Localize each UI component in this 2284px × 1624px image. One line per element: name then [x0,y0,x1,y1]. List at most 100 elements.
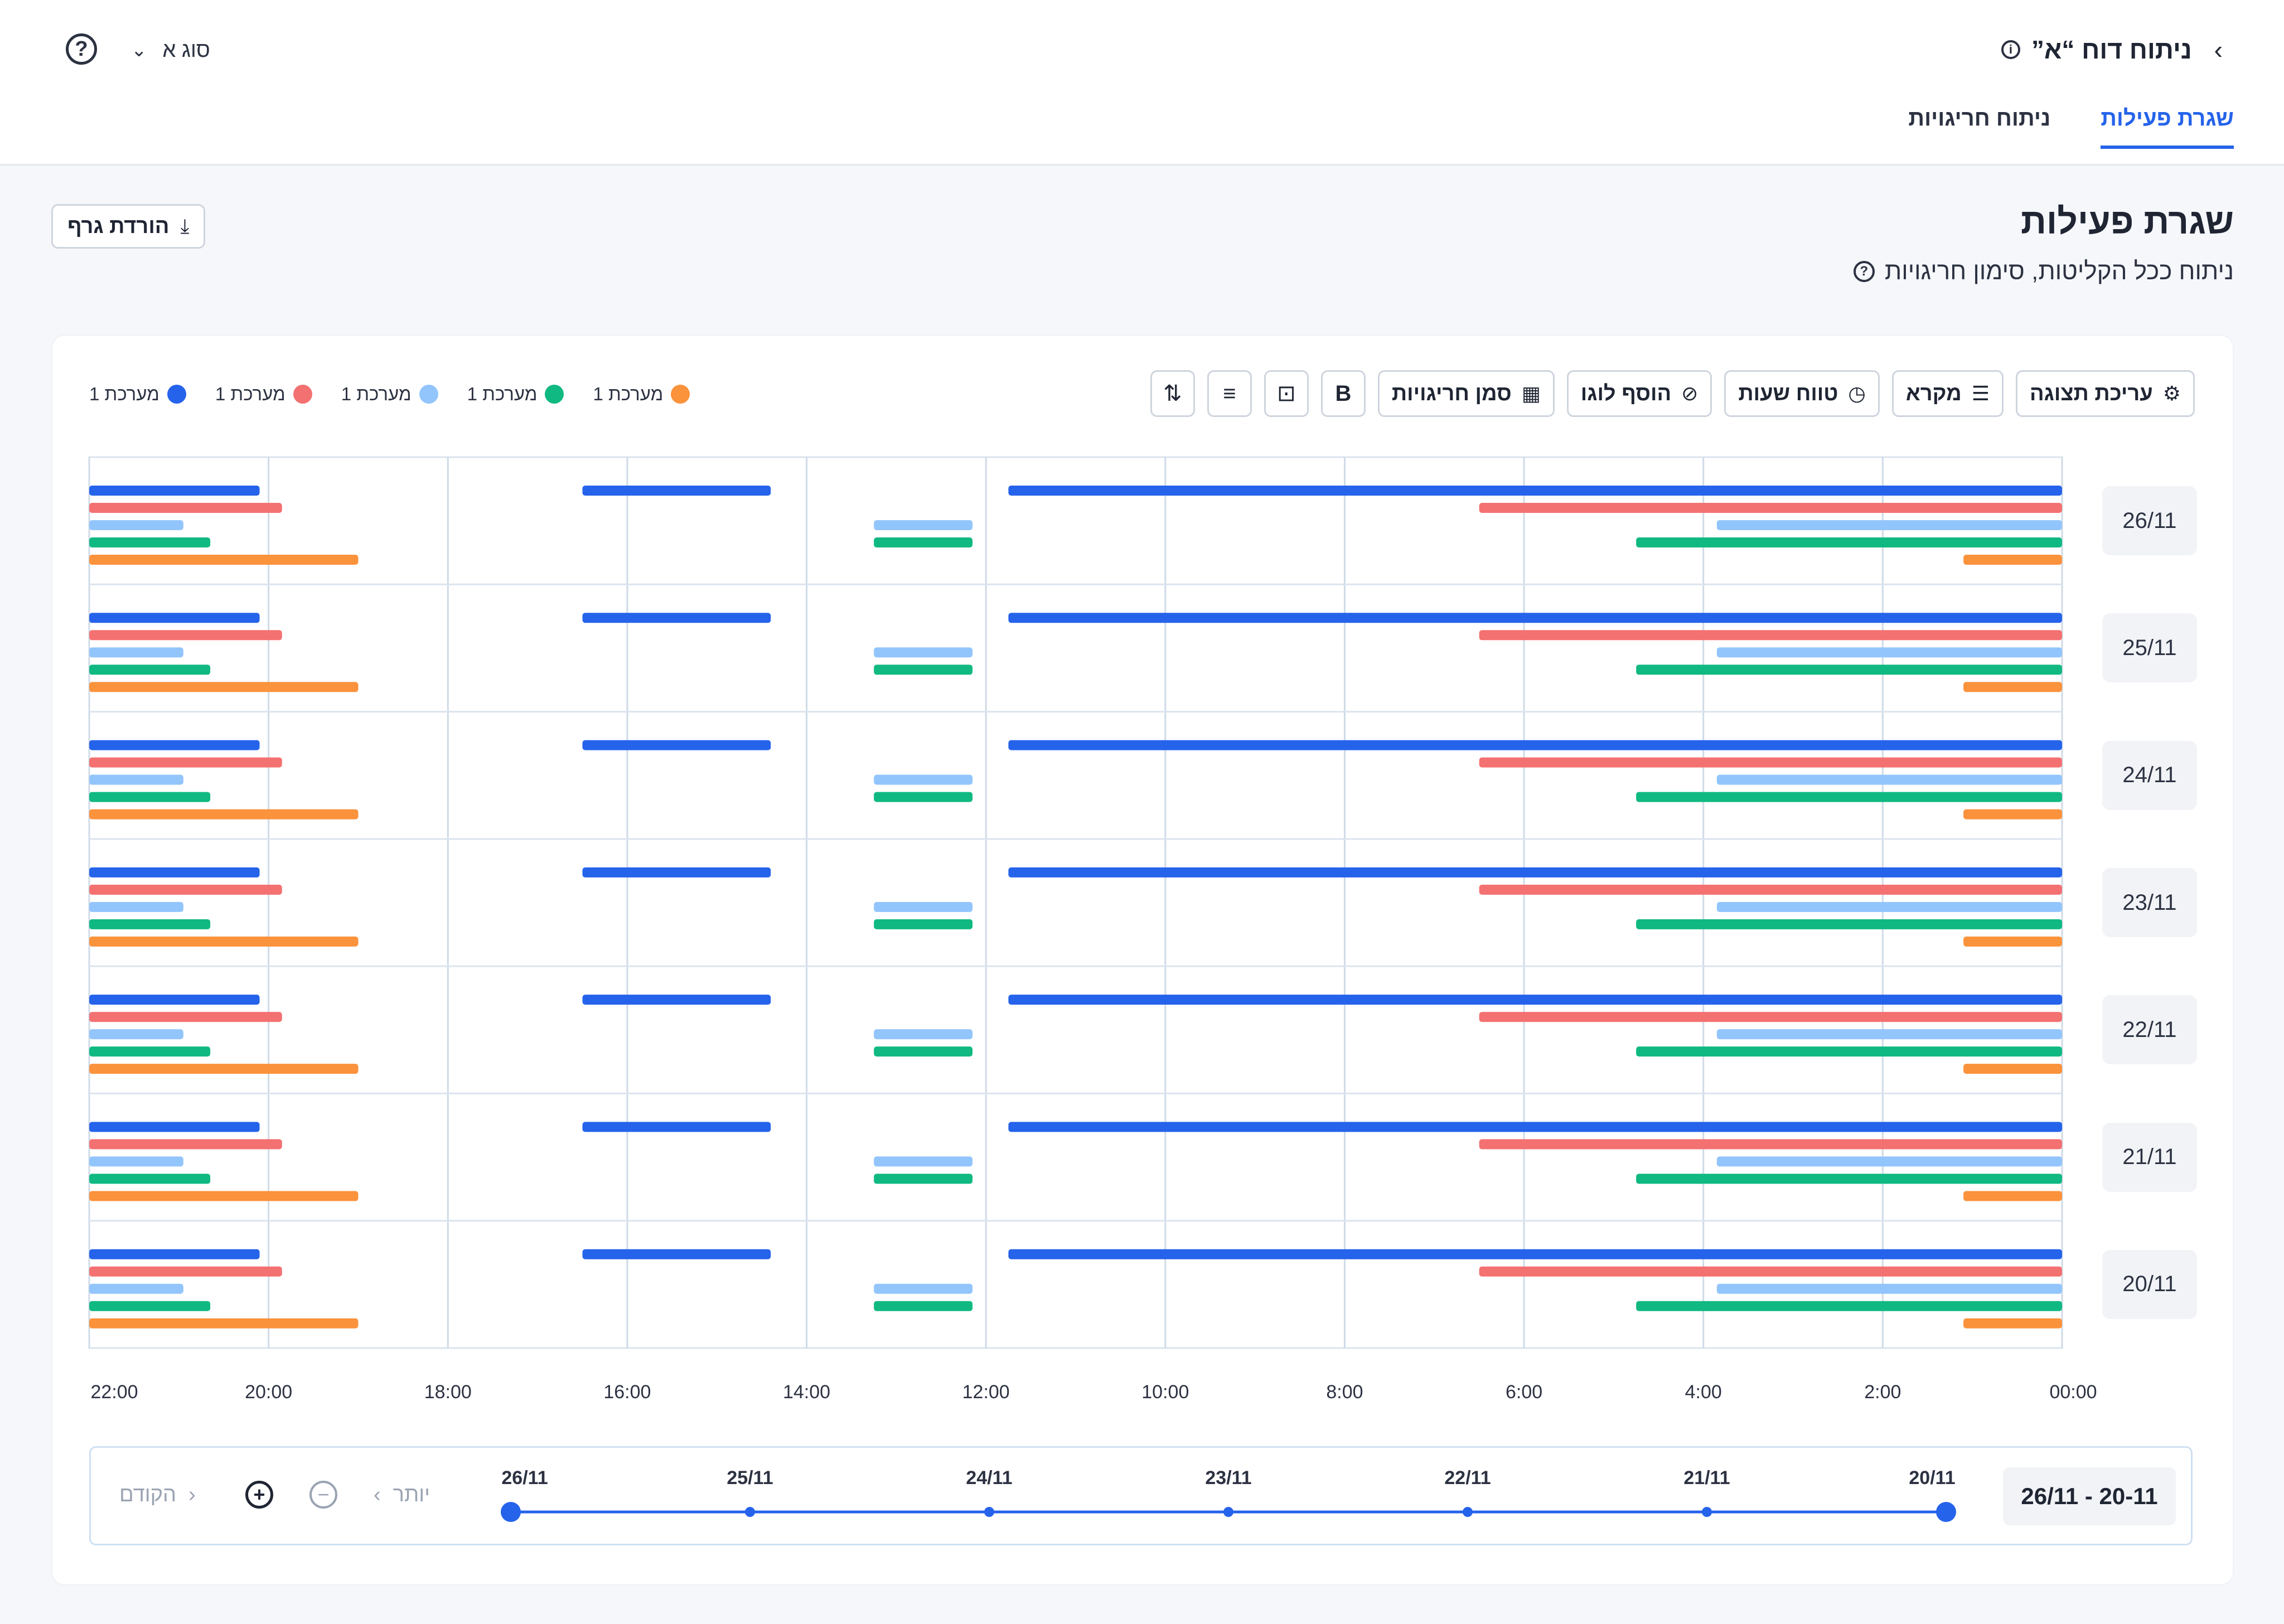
bold-icon: B [1335,381,1352,406]
bar-23-11-series-4 [874,919,973,929]
bar-22-11-series-2 [89,1012,282,1022]
chart-toolbar: ⚙ עריכת תצוגה ☰ מקרא ◷ טווח שעות ⊘ הוסף … [1150,370,2195,417]
bar-21-11-series-5 [89,1191,359,1201]
mark-anomalies-label: סמן חריגויות [1391,381,1512,405]
bar-21-11-series-1 [89,1122,260,1132]
bar-25-11-series-3 [874,647,973,658]
time-range-label: טווח שעות [1738,381,1838,405]
sort-button[interactable]: ⇅ [1150,370,1195,417]
legend-item[interactable]: מערכת 1 [215,384,312,405]
bar-20-11-series-3 [1716,1283,2062,1294]
grid-icon: ▦ [1521,382,1541,405]
legend-swatch [419,385,438,404]
row-date-label: 22/11 [2102,995,2197,1065]
timeline-date-label: 23/11 [1205,1467,1252,1489]
legend-button[interactable]: ☰ מקרא [1891,370,2004,417]
timeline-date-label: 26/11 [501,1467,548,1489]
legend-label: מערכת 1 [341,384,412,404]
help-icon[interactable]: ? [66,33,97,65]
bar-26-11-series-3 [89,520,183,530]
bar-26-11-series-4 [874,537,973,547]
bar-23-11-series-4 [89,919,211,929]
legend-label: מערכת 1 [89,384,159,404]
bar-22-11-series-2 [1479,1012,2062,1022]
timeline-navigator [89,1446,2193,1545]
edit-display-button[interactable]: ⚙ עריכת תצוגה [2016,370,2195,417]
bar-23-11-series-4 [1636,919,2062,929]
bar-22-11-series-5 [89,1064,359,1074]
bar-21-11-series-4 [89,1174,211,1184]
bar-24-11-series-2 [89,757,282,768]
bar-25-11-series-4 [874,665,973,675]
bar-26-11-series-3 [1716,520,2062,530]
chevron-left-icon: ‹ [374,1483,381,1506]
bar-23-11-series-5 [1963,936,2062,947]
legend-label: מקרא [1905,381,1962,405]
legend-item[interactable]: מערכת 1 [89,384,186,405]
bar-26-11-series-4 [89,537,211,547]
bold-button[interactable]: B [1320,370,1366,417]
more-label: יותר [393,1483,430,1506]
legend-swatch [167,385,186,404]
bar-20-11-series-3 [89,1283,183,1294]
timeline-date-label: 22/11 [1444,1467,1491,1489]
filter-button[interactable]: ≡ [1207,370,1252,417]
question-icon[interactable]: ? [1853,261,1875,282]
page-subtitle: ניתוח ככל הקליטות, סימון חריגויות ? [1853,258,2234,285]
time-range-button[interactable]: ◷ טווח שעות [1724,370,1880,417]
download-label: הורדת גרף [67,214,170,238]
tabs: שגרת פעילות ניתוח חריגויות [1908,106,2234,149]
zoom-in-icon[interactable]: + [245,1481,273,1509]
bar-25-11-series-4 [89,665,211,675]
bar-24-11-series-4 [1636,792,2062,802]
bar-20-11-series-1 [89,1249,260,1259]
bar-24-11-series-1 [89,740,260,750]
x-tick-label: 16:00 [603,1381,651,1403]
legend-item[interactable]: מערכת 1 [467,384,564,405]
previous-button[interactable]: הקודם › [119,1483,196,1507]
more-button[interactable]: ‹ יותר [374,1483,430,1507]
bar-24-11-series-5 [89,809,359,820]
report-title: › ניתוח דוח “א” i [2001,30,2223,69]
bar-25-11-series-3 [89,647,183,658]
tab-anomaly-analysis[interactable]: ניתוח חריגויות [1908,106,2051,130]
bar-20-11-series-3 [874,1283,973,1294]
download-chart-button[interactable]: הורדת גרף ⤓ [51,204,206,249]
add-logo-button[interactable]: ⊘ הוסף לוגו [1566,370,1712,417]
legend-item[interactable]: מערכת 1 [593,384,690,405]
zoom-out-icon[interactable]: − [309,1481,337,1509]
tab-activity-routine[interactable]: שגרת פעילות [2101,106,2234,149]
page-subtitle-text: ניתוח ככל הקליטות, סימון חריגויות [1884,258,2234,285]
info-icon[interactable]: i [2001,40,2020,59]
row-date-label: 23/11 [2102,868,2197,937]
bar-26-11-series-5 [1963,555,2062,565]
date-range-pill[interactable]: 26/11 - 20-11 [2003,1467,2176,1525]
bar-22-11-series-3 [874,1029,973,1040]
back-chevron-icon[interactable]: › [2214,35,2223,64]
type-select[interactable]: ⌄ סוג א [131,33,210,67]
chart-legend: מערכת 1 מערכת 1 מערכת 1 מערכת 1 מערכת 1 [89,384,690,405]
legend-item[interactable]: מערכת 1 [341,384,438,405]
legend-swatch [293,385,312,404]
bar-20-11-series-1 [1008,1249,2062,1259]
x-tick-label: 20:00 [245,1381,293,1403]
x-tick-label: 8:00 [1326,1381,1363,1403]
bar-26-11-series-1 [89,486,260,496]
mark-anomalies-button[interactable]: ▦ סמן חריגויות [1377,370,1555,417]
clock-icon: ◷ [1848,382,1866,405]
crop-button[interactable]: ⊡ [1264,370,1309,417]
download-icon: ⤓ [180,214,190,237]
x-tick-label: 22:00 [90,1381,138,1403]
bar-21-11-series-3 [874,1156,973,1167]
filter-icon: ≡ [1223,381,1236,406]
bar-21-11-series-1 [1008,1122,2062,1132]
bar-25-11-series-1 [1008,613,2062,623]
bar-25-11-series-5 [1963,682,2062,692]
x-tick-label: 4:00 [1685,1381,1722,1403]
x-tick-label: 00:00 [2049,1381,2097,1403]
legend-label: מערכת 1 [215,384,286,404]
bar-25-11-series-1 [89,613,260,623]
bar-22-11-series-4 [874,1046,973,1057]
bar-24-11-series-1 [1008,740,2062,750]
